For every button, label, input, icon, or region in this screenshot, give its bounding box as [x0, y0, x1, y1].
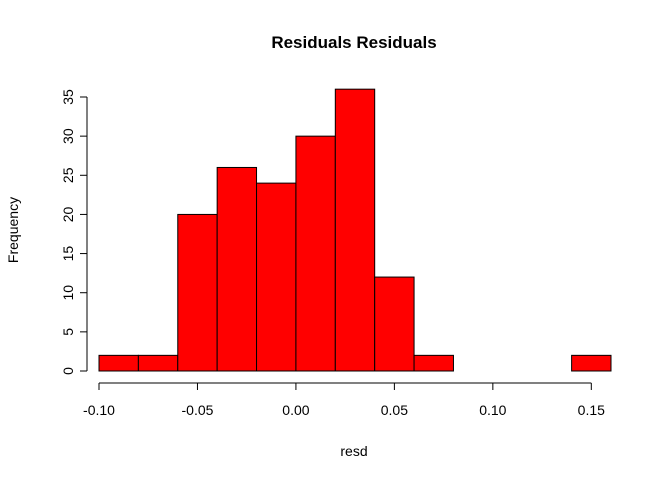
y-tick-label: 5: [60, 328, 76, 336]
x-tick-label: -0.05: [182, 402, 214, 418]
y-tick-label: 10: [60, 285, 76, 301]
x-tick-label: 0.05: [381, 402, 408, 418]
chart-title: Residuals Residuals: [271, 33, 436, 52]
x-axis-label: resd: [340, 443, 367, 459]
histogram-bar: [177, 213, 218, 372]
histogram-bar: [216, 166, 258, 372]
histogram-bar: [571, 354, 612, 372]
y-tick-label: 35: [60, 89, 76, 105]
histogram-bar: [295, 135, 336, 372]
histogram-bar: [256, 182, 297, 372]
x-tick-label: 0.00: [282, 402, 309, 418]
histogram-bar: [334, 88, 376, 372]
x-axis: -0.10 -0.05 0.00 0.05 0.10 0.15: [83, 382, 605, 418]
histogram-bar: [413, 354, 454, 372]
x-tick-label: -0.10: [83, 402, 115, 418]
y-axis: 0 5 10 15 20 25 30 35: [60, 89, 88, 375]
histogram-bar: [374, 276, 415, 372]
histogram-bar: [137, 354, 179, 372]
x-tick-label: 0.10: [479, 402, 506, 418]
y-tick-label: 15: [60, 246, 76, 262]
y-tick-label: 20: [60, 206, 76, 222]
bars-group: [98, 88, 612, 372]
histogram-bar: [98, 354, 139, 372]
y-axis-label: Frequency: [5, 197, 21, 263]
y-tick-label: 25: [60, 167, 76, 183]
y-tick-label: 0: [60, 367, 76, 375]
y-tick-label: 30: [60, 128, 76, 144]
x-tick-label: 0.15: [578, 402, 605, 418]
